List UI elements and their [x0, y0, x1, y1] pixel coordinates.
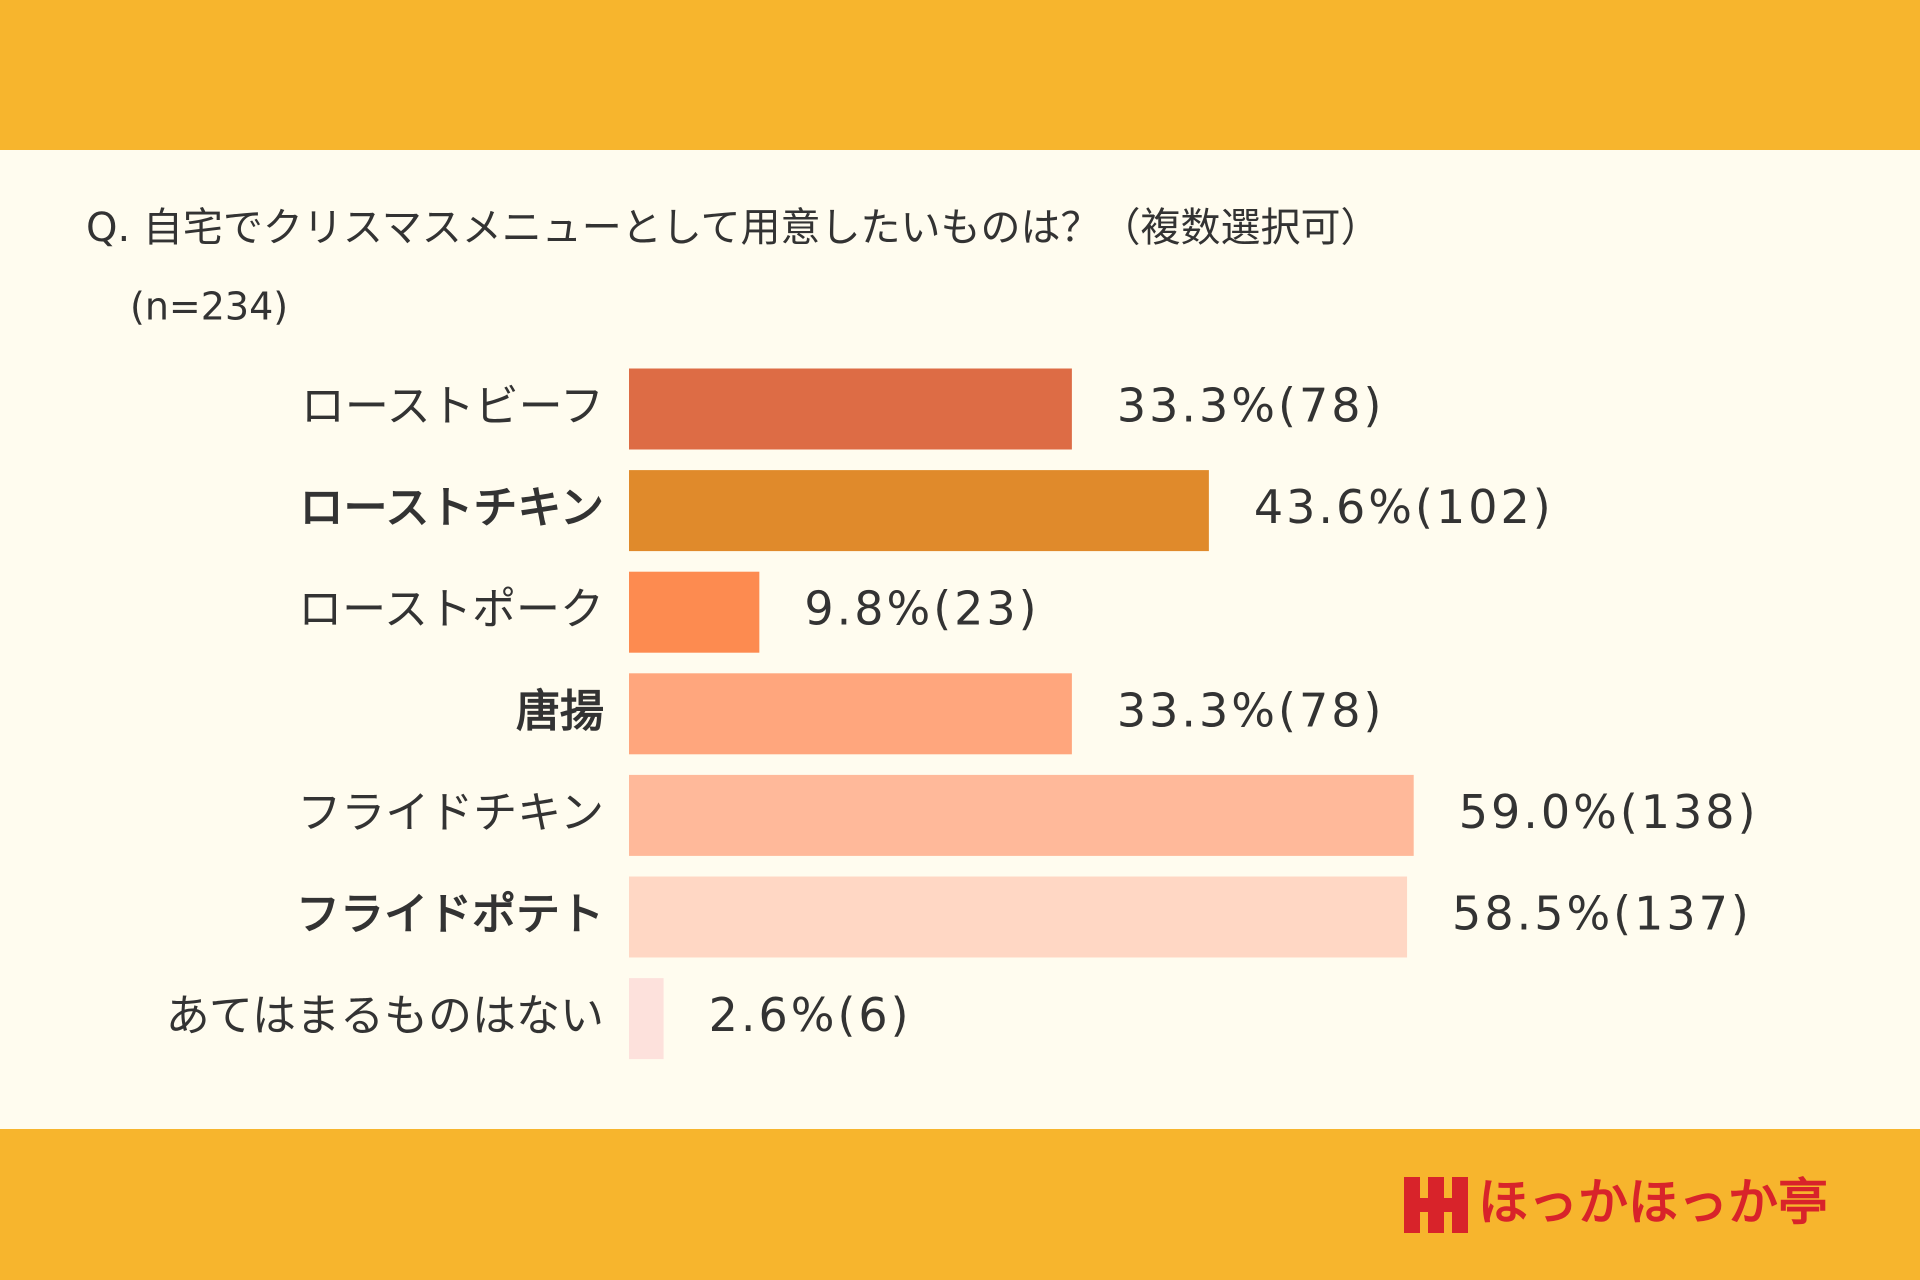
- chart-subtitle: (n=234): [130, 285, 288, 329]
- bar: [629, 673, 1072, 755]
- bar: [629, 876, 1408, 958]
- bar: [629, 978, 664, 1060]
- value-label: 2.6%(6): [709, 988, 912, 1042]
- value-label: 59.0%(138): [1459, 785, 1759, 839]
- top-band: [0, 0, 1920, 150]
- category-label: あてはまるものはない: [166, 991, 604, 1042]
- value-label: 58.5%(137): [1452, 887, 1752, 941]
- bar: [629, 368, 1072, 450]
- value-label: 33.3%(78): [1117, 683, 1385, 737]
- category-label: 唐揚: [516, 686, 604, 737]
- value-label: 33.3%(78): [1117, 379, 1385, 433]
- bar: [629, 571, 760, 653]
- category-label: ローストチキン: [300, 483, 604, 534]
- logo-icon: [1404, 1198, 1468, 1212]
- bar: [629, 774, 1414, 856]
- category-label: フライドポテト: [296, 889, 604, 940]
- category-label: フライドチキン: [297, 787, 604, 838]
- category-label: ローストビーフ: [301, 381, 604, 432]
- bar: [629, 470, 1209, 552]
- logo-text: ほっかほっか亭: [1478, 1174, 1828, 1232]
- chart-title: Q. 自宅でクリスマスメニューとして用意したいものは？（複数選択可）: [86, 205, 1381, 251]
- logo: ほっかほっか亭: [1404, 1174, 1828, 1233]
- category-label: ローストポーク: [298, 584, 604, 635]
- value-label: 43.6%(102): [1254, 480, 1554, 534]
- value-label: 9.8%(23): [804, 582, 1039, 636]
- bottom-band: [0, 1129, 1920, 1280]
